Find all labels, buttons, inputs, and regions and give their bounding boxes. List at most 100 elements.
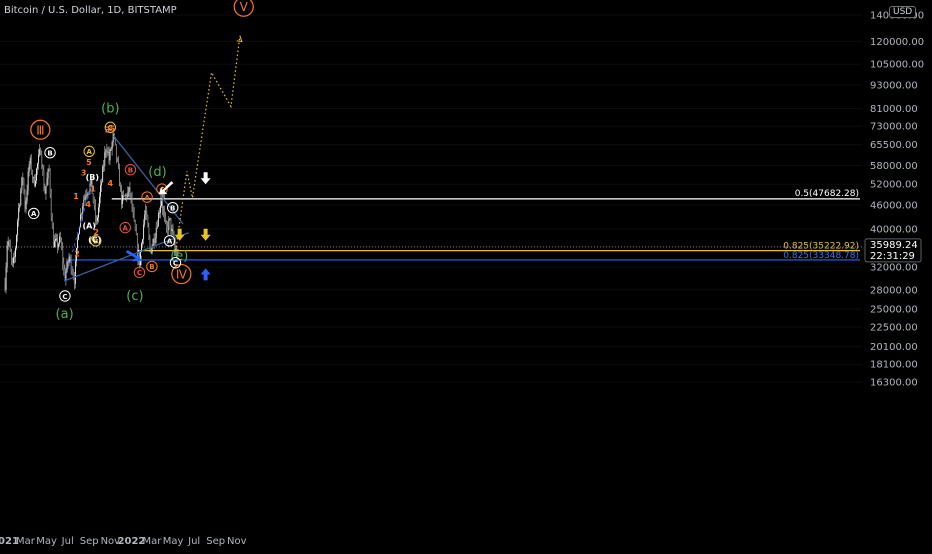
candle-body <box>42 167 44 172</box>
candle-body <box>118 160 119 168</box>
wave-circle <box>171 263 192 285</box>
candle-body <box>15 248 16 257</box>
candle-body <box>168 219 170 231</box>
zone-box <box>160 190 166 200</box>
candle-body <box>8 241 10 245</box>
candle-body <box>131 197 133 209</box>
bar-countdown: 22:31:29 <box>870 251 915 262</box>
arrow-marker-up <box>200 268 211 281</box>
candle-body <box>124 195 126 197</box>
candle-body <box>43 171 45 190</box>
projection-arrowhead <box>236 35 243 43</box>
candle-body <box>115 144 117 159</box>
candle-body <box>125 194 127 197</box>
candle-body <box>86 194 88 196</box>
time-tick-label: Sep <box>80 536 99 547</box>
candle-body <box>80 214 82 227</box>
candle-body <box>132 208 134 213</box>
time-axis[interactable]: 2021MarMayJulSepNov2022MarMayJulSepNov <box>0 536 247 547</box>
candle-body <box>10 251 12 259</box>
fib-levels: 0.5(47682.28) 0.825(35222.92)0.825(33348.… <box>0 189 862 261</box>
wave-label: (d) <box>148 165 166 180</box>
candle-body <box>13 257 14 264</box>
wave-circle <box>90 235 102 247</box>
candle-body <box>92 193 94 202</box>
time-tick-label: 2021 <box>0 536 19 547</box>
candle-body <box>46 178 48 187</box>
price-tick-label: 16300.00 <box>870 378 918 389</box>
candle-body <box>160 205 161 213</box>
candle-body <box>59 236 61 244</box>
candle-body <box>29 158 31 165</box>
candle-body <box>156 226 158 228</box>
candle-body <box>150 248 152 254</box>
wave-label: 4 <box>85 200 91 209</box>
price-tick-label: 46000.00 <box>870 201 918 212</box>
wave-label: 1 <box>73 192 79 201</box>
candle-body <box>111 141 113 150</box>
wave-label-minor: B <box>170 204 175 212</box>
candle-body <box>14 256 15 258</box>
candle-body <box>153 239 155 243</box>
arrow-markers <box>125 172 211 281</box>
candle-body <box>169 218 171 220</box>
time-tick-label: May <box>36 536 57 547</box>
candle-body <box>56 238 57 240</box>
candle-body <box>119 167 120 187</box>
price-axis[interactable]: 140000.00120000.00105000.0093000.0081000… <box>870 11 924 389</box>
candle-body <box>149 237 151 249</box>
candle-body <box>5 267 7 290</box>
trendline <box>112 135 184 225</box>
candle-body <box>81 213 83 215</box>
candle-body <box>108 151 110 161</box>
candle-body <box>126 194 128 198</box>
fib-label-0.825-upper: 0.825(35222.92) <box>783 242 859 252</box>
wave-label-minor: A <box>167 238 173 246</box>
candle-body <box>117 158 118 161</box>
candle-body <box>129 187 131 194</box>
candle-body <box>49 169 51 194</box>
candle-body <box>67 261 69 263</box>
candle-body <box>72 273 74 278</box>
currency-badge[interactable]: USD <box>889 6 917 18</box>
candle-body <box>123 194 125 196</box>
candle-body <box>114 137 116 145</box>
wave-circle <box>30 119 51 140</box>
candle-body <box>31 172 33 178</box>
wave-label: 2 <box>74 250 80 259</box>
candle-body <box>107 151 109 153</box>
candle-body <box>105 150 107 153</box>
arrow-marker-down-left <box>158 181 174 195</box>
candle-body <box>145 210 147 215</box>
wave-label-major: Ⅴ <box>240 0 249 14</box>
candle-body <box>83 199 85 207</box>
candle-body <box>133 212 135 221</box>
candle-body <box>155 227 157 239</box>
arrow-marker-down <box>174 228 185 241</box>
wave-circle <box>59 290 71 302</box>
candle-body <box>44 189 46 194</box>
candle-body <box>60 236 62 241</box>
wave-circle <box>156 183 168 195</box>
candle-body <box>121 186 122 204</box>
wave-label-major: Ⅳ <box>176 268 187 282</box>
wave-circle <box>28 207 40 220</box>
candle-body <box>26 190 28 201</box>
wave-label: (a) <box>56 307 74 322</box>
candle-body <box>50 193 52 217</box>
wave-circle <box>133 266 146 279</box>
candle-body <box>174 242 176 249</box>
wave-labels: ⅢⅣⅤ(a)(b)(c)(d)(e)BACABC(A)(B)(C)1234512… <box>28 0 254 322</box>
price-tick-label: 58000.00 <box>870 161 918 172</box>
wave-circle <box>44 147 56 159</box>
candle-body <box>106 150 108 153</box>
wave-circle <box>169 257 182 269</box>
wave-circle <box>146 260 158 273</box>
candle-body <box>16 235 17 249</box>
candles <box>4 131 177 294</box>
candle-body <box>36 168 37 181</box>
wave-circle <box>104 121 117 134</box>
